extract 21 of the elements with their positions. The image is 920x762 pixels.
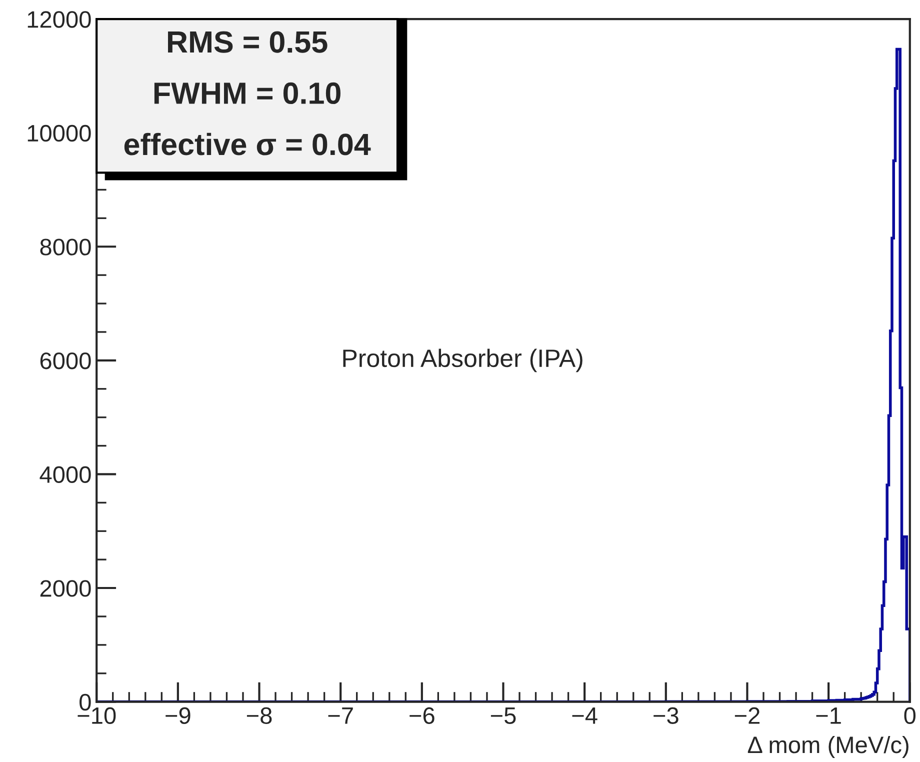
y-tick-label: 10000 bbox=[28, 124, 91, 142]
x-tick-label: −9 bbox=[166, 707, 190, 724]
x-tick-label: −8 bbox=[246, 707, 272, 724]
y-tick-label: 6000 bbox=[40, 352, 91, 370]
x-tick-label: −1 bbox=[816, 708, 841, 724]
y-tick-label: 4000 bbox=[40, 466, 91, 484]
annotation: Proton Absorber (IPA) bbox=[343, 348, 582, 372]
y-tick-label: 12000 bbox=[28, 11, 91, 28]
x-tick-label: −3 bbox=[654, 707, 678, 724]
x-tick-label: −4 bbox=[572, 708, 598, 724]
annotation: effective σ = 0.04 bbox=[124, 132, 371, 156]
y-tick-label: 8000 bbox=[40, 238, 91, 256]
y-tick-label: 2000 bbox=[40, 580, 91, 597]
x-tick-label: −2 bbox=[734, 707, 760, 724]
x-tick-label: −5 bbox=[490, 708, 516, 724]
x-tick-label: −6 bbox=[410, 707, 434, 724]
x-tick-label: 0 bbox=[904, 707, 916, 724]
x-tick-label: −7 bbox=[328, 708, 353, 724]
x-axis-title: Δ mom (MeV/c) bbox=[748, 736, 908, 758]
annotation: FWHM = 0.10 bbox=[154, 82, 340, 104]
annotation: RMS = 0.55 bbox=[168, 31, 328, 53]
